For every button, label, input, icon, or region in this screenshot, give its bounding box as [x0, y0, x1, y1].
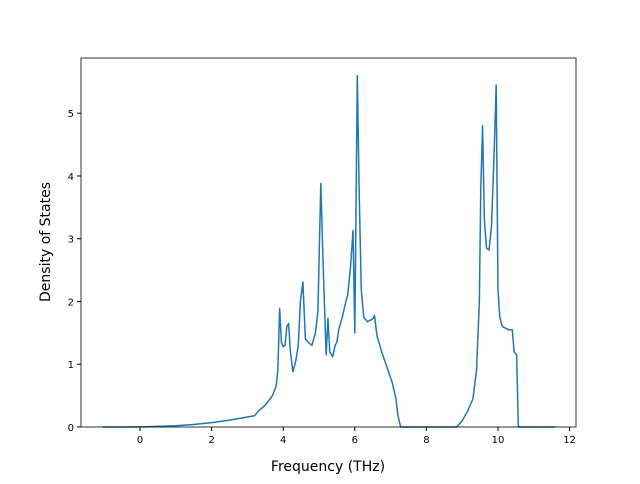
y-tick-label: 5 — [68, 109, 74, 120]
plot-frame — [80, 57, 577, 428]
y-tick-label: 2 — [68, 297, 74, 308]
line — [102, 74, 556, 428]
x-tick-label: 10 — [492, 435, 505, 446]
y-tick-label: 3 — [68, 235, 74, 246]
x-tick-label: 12 — [563, 435, 576, 446]
x-tick-label: 0 — [137, 435, 143, 446]
x-tick-label: 4 — [280, 435, 286, 446]
y-tick-label: 0 — [68, 423, 74, 434]
x-tick-label: 6 — [352, 435, 358, 446]
x-tick-label: 8 — [423, 435, 429, 446]
x-axis-label: Frequency (THz) — [271, 459, 385, 475]
y-axis-label: Density of States — [38, 182, 54, 302]
x-tick-label: 2 — [208, 435, 214, 446]
y-tick-label: 4 — [68, 172, 74, 183]
y-tick-label: 1 — [68, 360, 74, 371]
